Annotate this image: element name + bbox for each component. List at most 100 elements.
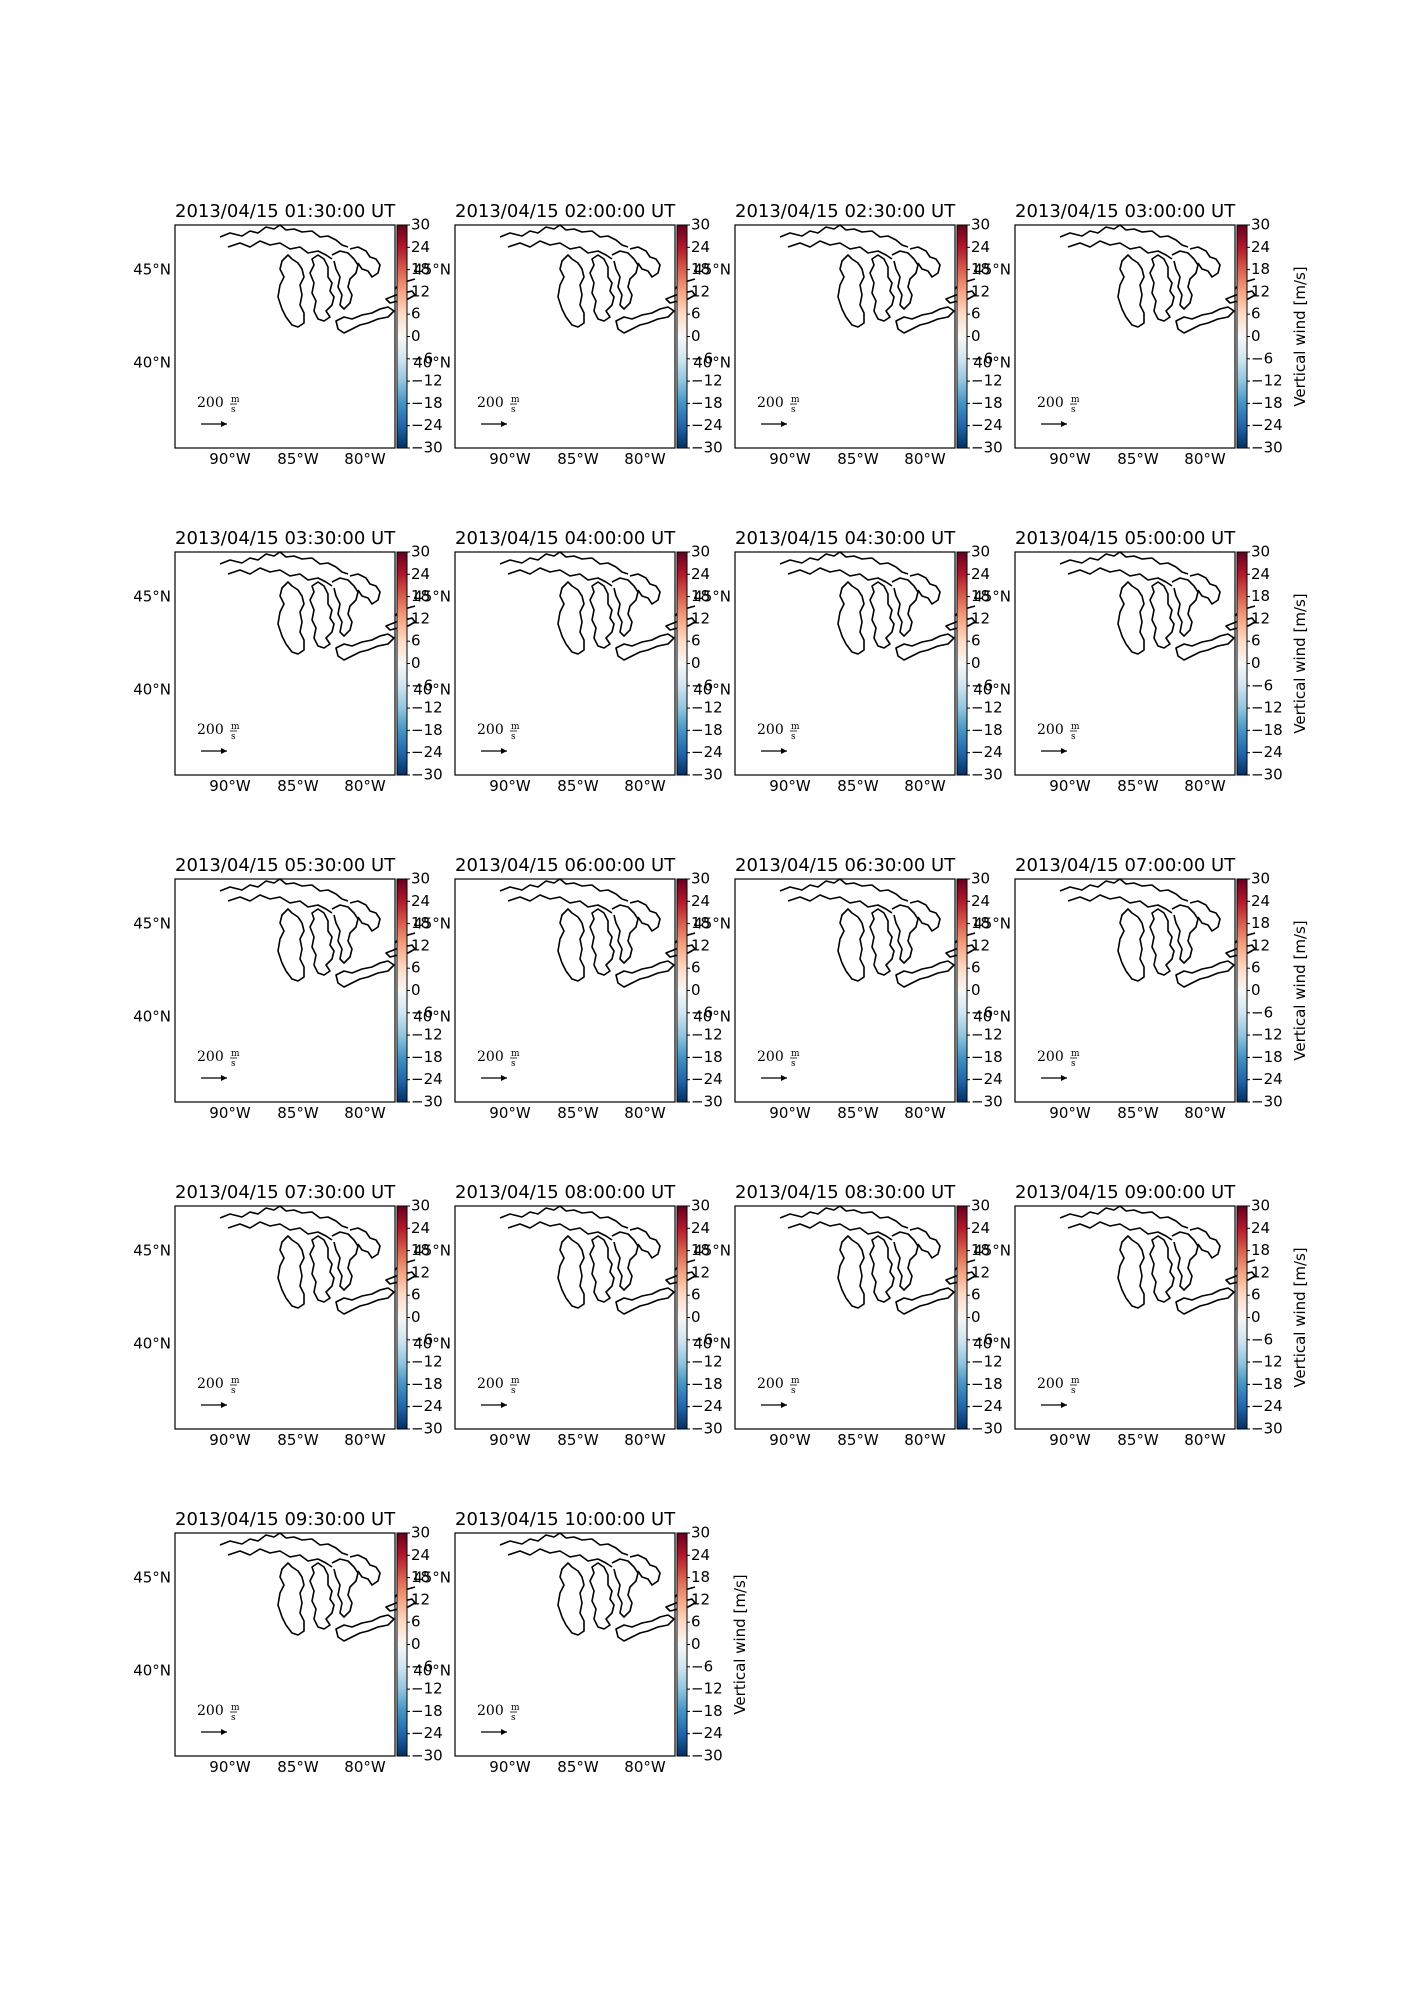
coastline-segment [499, 1205, 629, 1229]
quiver-key-value: 200 [1037, 395, 1064, 411]
colorbar-tick-label: 24 [691, 1219, 710, 1237]
coastline-segment [309, 1235, 335, 1303]
coastline-segment [837, 908, 865, 982]
map-frame [454, 1532, 676, 1757]
lon-tick-label: 85°W [1117, 450, 1159, 468]
coastline-segment [1067, 894, 1173, 914]
coastline-segment [779, 1205, 909, 1229]
colorbar-tick-label: 6 [1251, 632, 1261, 650]
quiver-key-unit: s [1071, 1386, 1076, 1396]
colorbar-tick-label: 6 [411, 1286, 421, 1304]
colorbar-tick-label: 30 [1251, 216, 1270, 234]
colorbar-tick-label: −12 [1251, 699, 1283, 717]
coastline-segment [1189, 900, 1221, 932]
quiver-key-value: 200 [757, 1376, 784, 1392]
coastline-segment [331, 250, 359, 310]
coastline-segment [507, 1221, 613, 1241]
coastline-segment [227, 240, 333, 260]
quiver-key-unit: m [231, 395, 240, 405]
colorbar-tick-label: 12 [971, 282, 990, 300]
colorbar-tick-label: 6 [1251, 305, 1261, 323]
map-frame [454, 878, 676, 1103]
coastline-segment [589, 254, 615, 322]
coastline [219, 1532, 416, 1642]
lon-tick-label: 80°W [344, 1431, 386, 1449]
colorbar-tick-label: 12 [1251, 282, 1270, 300]
map-panel: 2013/04/15 05:30:00 UT 45°N 40°N 90°W 85°W 80… [133, 855, 442, 1122]
coastline-segment [589, 1562, 615, 1630]
colorbar-tick-label: 18 [411, 260, 430, 278]
panel-title: 2013/04/15 09:00:00 UT [1015, 1182, 1236, 1203]
quiver-key-unit: m [511, 722, 520, 732]
coastline-segment [909, 900, 941, 932]
coastline [779, 224, 976, 334]
colorbar-label: Vertical wind [m/s] [1291, 593, 1309, 733]
colorbar-tick-label: −30 [691, 1747, 723, 1765]
map-panel: 2013/04/15 07:00:00 UT 45°N 40°N 90°W 85°W 80… [973, 855, 1309, 1122]
colorbar-tick-label: 30 [971, 216, 990, 234]
colorbar-tick-label: −18 [411, 1702, 443, 1720]
panel-title: 2013/04/15 07:30:00 UT [175, 1182, 396, 1203]
lon-tick-label: 80°W [624, 1758, 666, 1776]
colorbar-tick-label: −6 [411, 1657, 433, 1675]
colorbar-tick-label: 30 [411, 543, 430, 561]
coastline-segment [1189, 246, 1221, 278]
coastline-segment [219, 878, 349, 902]
quiver-key-value: 200 [477, 1049, 504, 1065]
quiver-key-arrowhead [781, 1402, 787, 1408]
quiver-key-unit: s [231, 732, 236, 742]
colorbar-tick-label: 6 [411, 305, 421, 323]
lon-tick-label: 80°W [904, 1431, 946, 1449]
lat-tick-label: 40°N [973, 1008, 1011, 1026]
colorbar [396, 1205, 408, 1430]
lon-tick-label: 90°W [489, 1431, 531, 1449]
colorbar-tick-label: −30 [1251, 1093, 1283, 1111]
colorbar-tick-label: 30 [691, 1524, 710, 1542]
coastline [219, 551, 416, 661]
coastline-segment [349, 573, 381, 605]
quiver-key-unit: m [1071, 1049, 1080, 1059]
lon-tick-label: 90°W [209, 777, 251, 795]
map-frame [174, 224, 396, 449]
colorbar-tick-label: 18 [971, 914, 990, 932]
colorbar-tick-label: −24 [1251, 743, 1283, 761]
colorbar [956, 551, 968, 776]
coastline-segment [611, 904, 639, 964]
colorbar-tick-label: 6 [411, 1613, 421, 1631]
lon-tick-label: 80°W [624, 450, 666, 468]
lon-tick-label: 85°W [557, 777, 599, 795]
colorbar-tick-label: −12 [971, 1026, 1003, 1044]
lat-tick-label: 45°N [413, 1242, 451, 1260]
coastline-segment [227, 1221, 333, 1241]
colorbar-tick-label: 30 [691, 216, 710, 234]
lat-tick-label: 45°N [413, 915, 451, 933]
lon-tick-label: 80°W [904, 777, 946, 795]
colorbar-tick-label: 30 [1251, 1197, 1270, 1215]
coastline-segment [349, 1227, 381, 1259]
colorbar-tick-label: −18 [691, 394, 723, 412]
colorbar-tick-label: −18 [1251, 394, 1283, 412]
lat-tick-label: 40°N [413, 1008, 451, 1026]
quiver-key-value: 200 [1037, 722, 1064, 738]
colorbar-tick-label: −24 [1251, 1397, 1283, 1415]
colorbar-tick-label: −12 [411, 1026, 443, 1044]
lon-tick-label: 80°W [344, 777, 386, 795]
colorbar-tick-label: −24 [411, 1397, 443, 1415]
lon-tick-label: 90°W [1049, 1104, 1091, 1122]
colorbar-tick-label: −6 [971, 1003, 993, 1021]
quiver-key-unit: s [1071, 1059, 1076, 1069]
quiver-key-unit: m [1071, 1376, 1080, 1386]
colorbar-tick-label: 12 [971, 1263, 990, 1281]
colorbar-tick-label: 18 [691, 1568, 710, 1586]
quiver-key-unit: m [511, 1049, 520, 1059]
quiver-key-unit: s [511, 1713, 516, 1723]
map-frame [174, 878, 396, 1103]
colorbar-tick-label: −6 [691, 1657, 713, 1675]
quiver-key-arrowhead [501, 1075, 507, 1081]
coastline-segment [1171, 250, 1199, 310]
colorbar-tick-label: 30 [691, 870, 710, 888]
coastline-segment [335, 960, 395, 988]
colorbar-tick-label: 18 [411, 1241, 430, 1259]
coastline-segment [1175, 960, 1235, 988]
colorbar-tick-label: 24 [411, 1546, 430, 1564]
